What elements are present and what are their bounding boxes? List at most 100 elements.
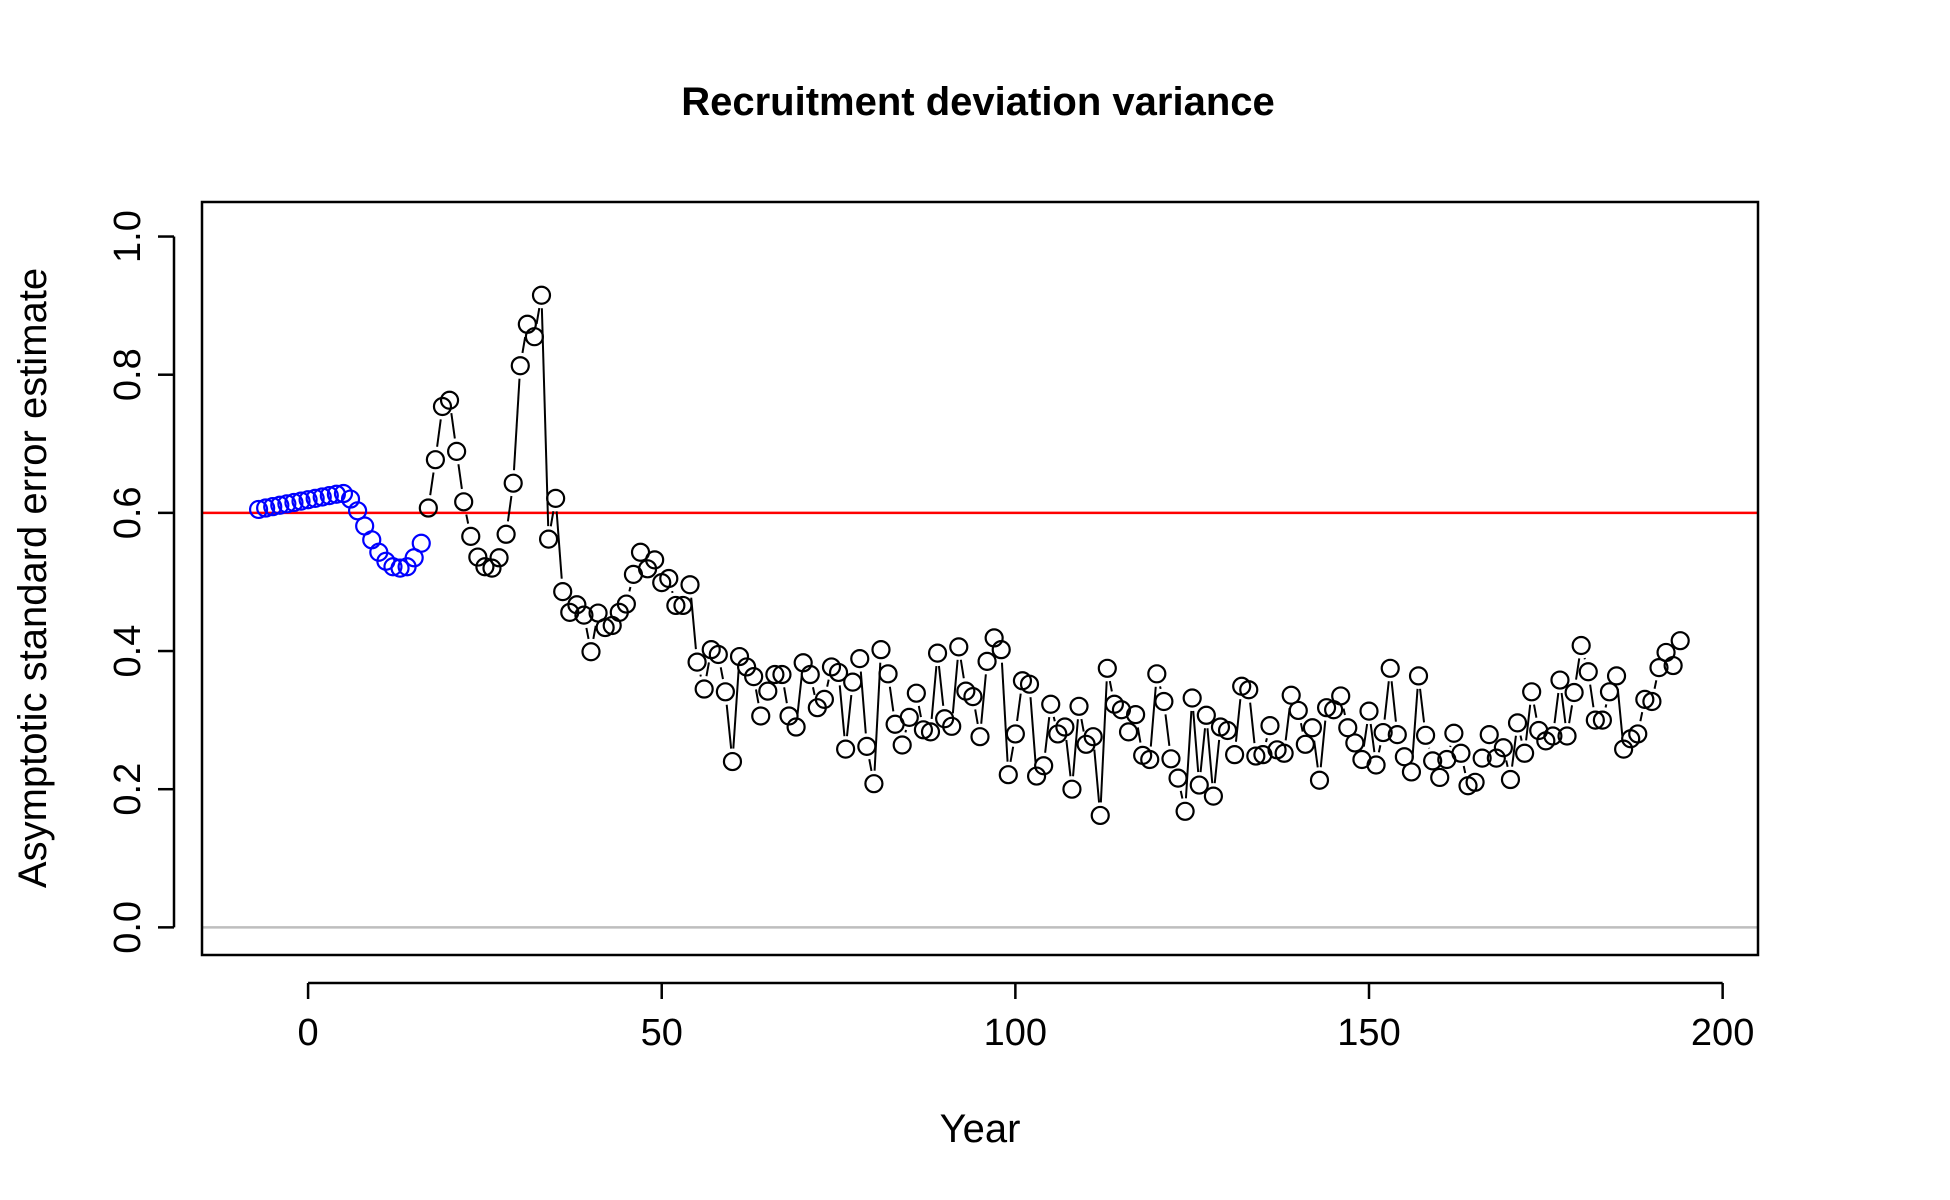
- data-point: [383, 557, 403, 577]
- data-point: [553, 582, 573, 602]
- data-point: [546, 488, 566, 508]
- plot-frame: [200, 200, 1760, 957]
- data-point: [312, 487, 332, 507]
- connector-segment: [1234, 699, 1242, 742]
- data-point: [1401, 762, 1422, 782]
- connector-segment: [930, 665, 938, 720]
- data-point: [1479, 725, 1499, 745]
- data-point: [291, 491, 311, 511]
- data-point: [1373, 722, 1393, 743]
- data-point: [1288, 700, 1308, 721]
- data-point: [1557, 726, 1577, 746]
- connector-segment: [959, 659, 965, 679]
- data-point: [814, 689, 835, 709]
- data-point: [758, 681, 778, 701]
- connector-segment: [1065, 739, 1072, 777]
- data-point: [1225, 745, 1245, 765]
- connector-segment: [1099, 681, 1108, 803]
- data-point: [1614, 739, 1634, 759]
- data-point: [1366, 755, 1386, 775]
- connector-segment: [1164, 714, 1171, 747]
- y-tick-label: 0.2: [107, 763, 149, 816]
- connector-segment: [1080, 718, 1085, 732]
- data-point: [927, 643, 948, 663]
- connector-segment: [1604, 704, 1608, 708]
- data-point: [1182, 688, 1202, 708]
- data-point: [1550, 670, 1570, 690]
- data-point: [468, 547, 488, 567]
- data-point: [1543, 726, 1563, 746]
- data-point: [305, 488, 325, 508]
- data-point: [800, 664, 820, 685]
- data-point: [256, 498, 276, 518]
- chart-title: Recruitment deviation variance: [681, 80, 1275, 124]
- connector-segment: [1462, 765, 1467, 774]
- connector-segment: [1213, 739, 1221, 784]
- data-point: [567, 595, 587, 615]
- data-point: [1026, 766, 1047, 786]
- connector-segment: [838, 685, 846, 737]
- data-point: [1239, 680, 1259, 700]
- x-tick-label: 50: [641, 1012, 683, 1054]
- connector-segment: [1136, 727, 1142, 743]
- data-point: [864, 774, 884, 794]
- data-point: [1055, 717, 1075, 737]
- data-point: [425, 450, 445, 470]
- data-point: [1331, 686, 1351, 706]
- connector-segment: [535, 307, 541, 325]
- data-point: [1246, 746, 1266, 766]
- connector-segment: [1108, 680, 1113, 692]
- data-point: [1147, 664, 1167, 684]
- data-point: [871, 640, 891, 660]
- data-point: [949, 637, 969, 657]
- data-point: [270, 495, 290, 515]
- data-point: [1606, 666, 1627, 686]
- connector-segment: [811, 687, 816, 696]
- connector-segment: [549, 511, 555, 527]
- data-point: [1097, 658, 1117, 678]
- connector-segment: [888, 686, 895, 712]
- y-axis-label: Asymptotic standard error estimate: [11, 268, 55, 888]
- data-point: [1196, 705, 1216, 725]
- data-point: [319, 486, 339, 506]
- connector-segment: [904, 729, 908, 733]
- data-point: [616, 594, 636, 614]
- data-point: [744, 666, 764, 687]
- data-point: [1005, 724, 1025, 744]
- data-point: [673, 595, 693, 616]
- data-point: [1514, 743, 1535, 763]
- data-point: [1260, 716, 1280, 736]
- data-point: [454, 492, 474, 512]
- connector-segment: [1044, 717, 1051, 753]
- connector-segment: [974, 709, 979, 725]
- connector-segment: [1342, 708, 1346, 716]
- data-point: [977, 651, 997, 671]
- x-tick-label: 0: [298, 1012, 319, 1054]
- connector-segment: [845, 694, 853, 737]
- data-point: [1564, 682, 1584, 703]
- connector-segment: [1511, 735, 1517, 767]
- data-point: [1380, 658, 1400, 678]
- data-point: [439, 390, 460, 410]
- connector-segment: [980, 674, 987, 724]
- data-point: [1090, 805, 1110, 826]
- connector-segment: [1093, 749, 1101, 803]
- data-point: [666, 595, 686, 616]
- connector-segment: [1319, 720, 1327, 768]
- data-point: [772, 664, 792, 685]
- data-point: [991, 640, 1011, 660]
- data-point: [1154, 691, 1174, 712]
- connector-segment: [1369, 723, 1376, 753]
- data-point: [284, 492, 304, 513]
- data-point: [447, 441, 467, 461]
- data-point: [574, 605, 594, 625]
- connector-segment: [555, 511, 563, 579]
- connector-segment: [1616, 688, 1624, 737]
- connector-segment: [457, 464, 463, 490]
- y-tick-label: 0.0: [107, 901, 149, 954]
- data-point: [843, 672, 863, 692]
- data-point: [1189, 775, 1209, 795]
- data-point: [1670, 631, 1690, 651]
- data-point: [878, 664, 898, 684]
- data-point: [348, 501, 368, 521]
